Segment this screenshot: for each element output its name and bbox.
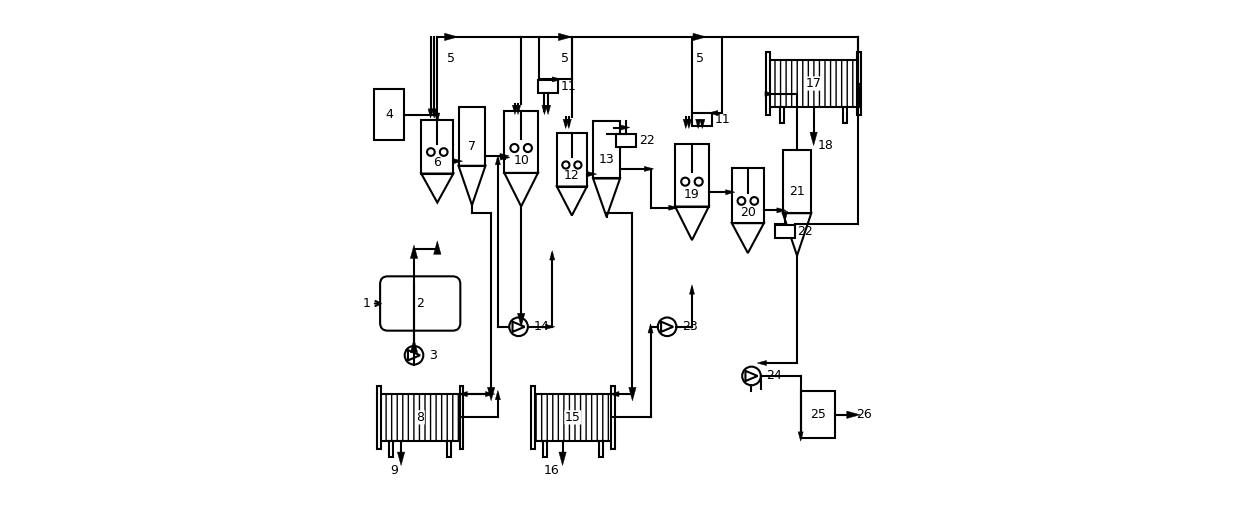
Text: 7: 7 <box>468 140 476 153</box>
Polygon shape <box>487 387 494 401</box>
Text: 10: 10 <box>513 154 529 167</box>
Polygon shape <box>518 313 525 327</box>
Text: 2: 2 <box>416 297 424 310</box>
Bar <box>600 441 603 457</box>
Polygon shape <box>783 211 788 221</box>
Polygon shape <box>695 119 701 129</box>
Polygon shape <box>777 208 787 213</box>
Polygon shape <box>545 324 555 330</box>
Bar <box>538 79 558 92</box>
Text: 1: 1 <box>363 297 370 310</box>
Polygon shape <box>700 119 705 129</box>
Bar <box>844 107 847 123</box>
Polygon shape <box>453 159 462 163</box>
Polygon shape <box>435 113 440 122</box>
Bar <box>533 394 613 441</box>
Polygon shape <box>501 155 509 160</box>
Polygon shape <box>410 245 418 258</box>
Bar <box>460 386 463 449</box>
Text: 16: 16 <box>544 464 560 477</box>
Polygon shape <box>559 33 572 40</box>
Text: 8: 8 <box>416 411 424 424</box>
Polygon shape <box>669 205 678 210</box>
Polygon shape <box>434 241 441 254</box>
Bar <box>611 386 615 449</box>
Polygon shape <box>610 391 620 397</box>
Polygon shape <box>689 285 695 294</box>
Polygon shape <box>621 125 629 130</box>
Polygon shape <box>486 391 494 397</box>
Polygon shape <box>496 156 501 165</box>
Polygon shape <box>515 105 520 115</box>
Bar <box>379 394 462 441</box>
Bar <box>779 107 784 123</box>
Polygon shape <box>499 154 509 158</box>
Polygon shape <box>846 411 860 418</box>
Polygon shape <box>648 324 653 333</box>
Text: 11: 11 <box>715 113 731 126</box>
Polygon shape <box>553 77 561 82</box>
Bar <box>389 441 393 457</box>
Bar <box>447 441 451 457</box>
Text: 22: 22 <box>638 134 654 147</box>
Text: 5: 5 <box>696 52 704 65</box>
Polygon shape <box>757 361 767 365</box>
Polygon shape <box>810 132 818 146</box>
Polygon shape <box>764 91 774 97</box>
Polygon shape <box>693 33 706 40</box>
Bar <box>776 225 795 238</box>
Text: 25: 25 <box>810 408 825 421</box>
Text: 9: 9 <box>390 464 398 477</box>
Text: 17: 17 <box>805 77 821 90</box>
Text: 11: 11 <box>560 79 576 92</box>
Polygon shape <box>566 119 571 129</box>
Text: 26: 26 <box>856 408 872 421</box>
Bar <box>616 134 636 147</box>
Bar <box>768 60 859 107</box>
Polygon shape <box>798 432 803 441</box>
Text: 19: 19 <box>684 188 700 201</box>
Polygon shape <box>686 119 691 129</box>
Bar <box>377 386 380 449</box>
Text: 15: 15 <box>565 411 581 424</box>
Polygon shape <box>398 452 405 466</box>
Polygon shape <box>587 172 597 176</box>
Polygon shape <box>431 109 437 118</box>
Polygon shape <box>644 167 654 171</box>
Polygon shape <box>563 119 569 129</box>
Text: 4: 4 <box>385 108 393 121</box>
Polygon shape <box>726 189 735 195</box>
Polygon shape <box>709 111 717 116</box>
Text: 13: 13 <box>598 153 615 166</box>
Polygon shape <box>445 33 458 40</box>
Bar <box>857 52 861 115</box>
Polygon shape <box>496 390 501 400</box>
Text: 6: 6 <box>434 156 441 169</box>
Polygon shape <box>545 105 550 115</box>
Polygon shape <box>458 391 467 397</box>
Polygon shape <box>427 109 434 118</box>
Polygon shape <box>559 452 566 466</box>
Text: 24: 24 <box>767 370 782 383</box>
Text: 3: 3 <box>429 349 437 362</box>
Text: 18: 18 <box>818 139 833 152</box>
Text: 23: 23 <box>681 320 698 333</box>
Polygon shape <box>541 105 546 115</box>
Text: 5: 5 <box>447 52 455 65</box>
Polygon shape <box>628 387 636 401</box>
Text: 5: 5 <box>561 52 569 65</box>
Text: 21: 21 <box>789 185 805 198</box>
Bar <box>766 52 771 115</box>
Bar <box>543 441 546 457</box>
Bar <box>693 113 712 126</box>
Text: 14: 14 <box>534 320 549 333</box>
Polygon shape <box>550 251 555 260</box>
Polygon shape <box>513 105 518 115</box>
Polygon shape <box>683 119 689 129</box>
Text: 12: 12 <box>564 169 580 182</box>
Bar <box>532 386 534 449</box>
Text: 20: 20 <box>740 206 756 218</box>
Text: 22: 22 <box>798 225 813 238</box>
Polygon shape <box>410 339 418 353</box>
